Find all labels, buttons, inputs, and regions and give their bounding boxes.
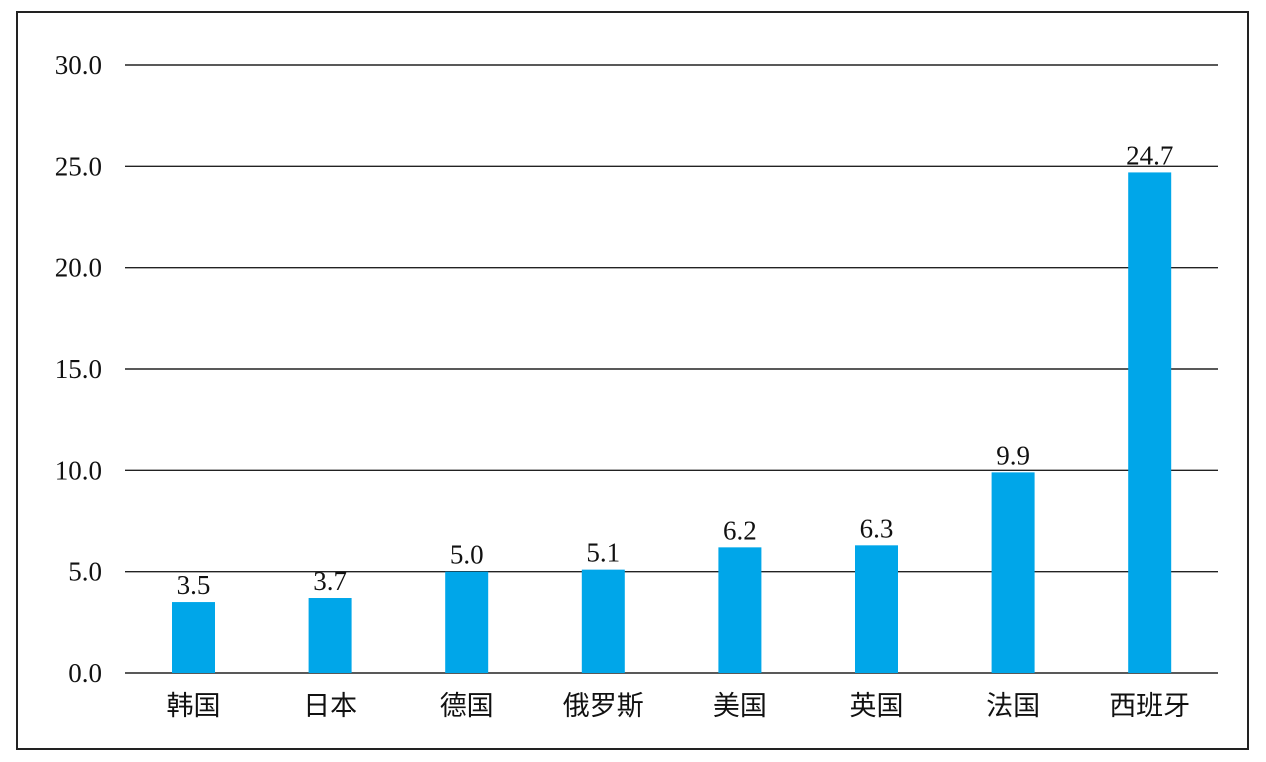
- chart-frame: [16, 11, 1249, 750]
- data-label: 6.2: [723, 515, 757, 545]
- x-category-label: 韩国: [167, 691, 221, 722]
- x-category-label: 日本: [303, 691, 357, 722]
- x-category-label: 法国: [986, 691, 1040, 722]
- data-label: 24.7: [1126, 140, 1173, 170]
- x-category-label: 西班牙: [1109, 691, 1190, 722]
- y-tick-label: 15.0: [55, 354, 102, 384]
- bar-2: [308, 598, 352, 673]
- bar-5: [718, 547, 762, 673]
- x-category-label: 美国: [713, 691, 767, 722]
- y-tick-label: 20.0: [55, 253, 102, 283]
- data-label: 3.7: [313, 566, 347, 596]
- y-tick-label: 0.0: [68, 658, 102, 688]
- data-label: 5.0: [450, 540, 484, 570]
- bar-3: [445, 571, 489, 673]
- bar-1: [172, 602, 215, 673]
- x-category-label: 英国: [850, 691, 904, 722]
- bar-4: [581, 569, 625, 673]
- bar-6: [855, 545, 898, 673]
- data-label: 6.3: [860, 513, 894, 543]
- y-tick-label: 30.0: [55, 50, 102, 80]
- data-label: 3.5: [177, 570, 211, 600]
- bar-7: [991, 472, 1035, 673]
- y-tick-label: 25.0: [55, 151, 102, 181]
- data-label: 5.1: [586, 538, 620, 568]
- bar-8: [1128, 172, 1172, 673]
- x-category-label: 德国: [440, 691, 494, 722]
- y-tick-label: 10.0: [55, 455, 102, 485]
- data-label: 9.9: [996, 440, 1030, 470]
- x-category-label: 俄罗斯: [563, 691, 644, 722]
- y-tick-label: 5.0: [68, 557, 102, 587]
